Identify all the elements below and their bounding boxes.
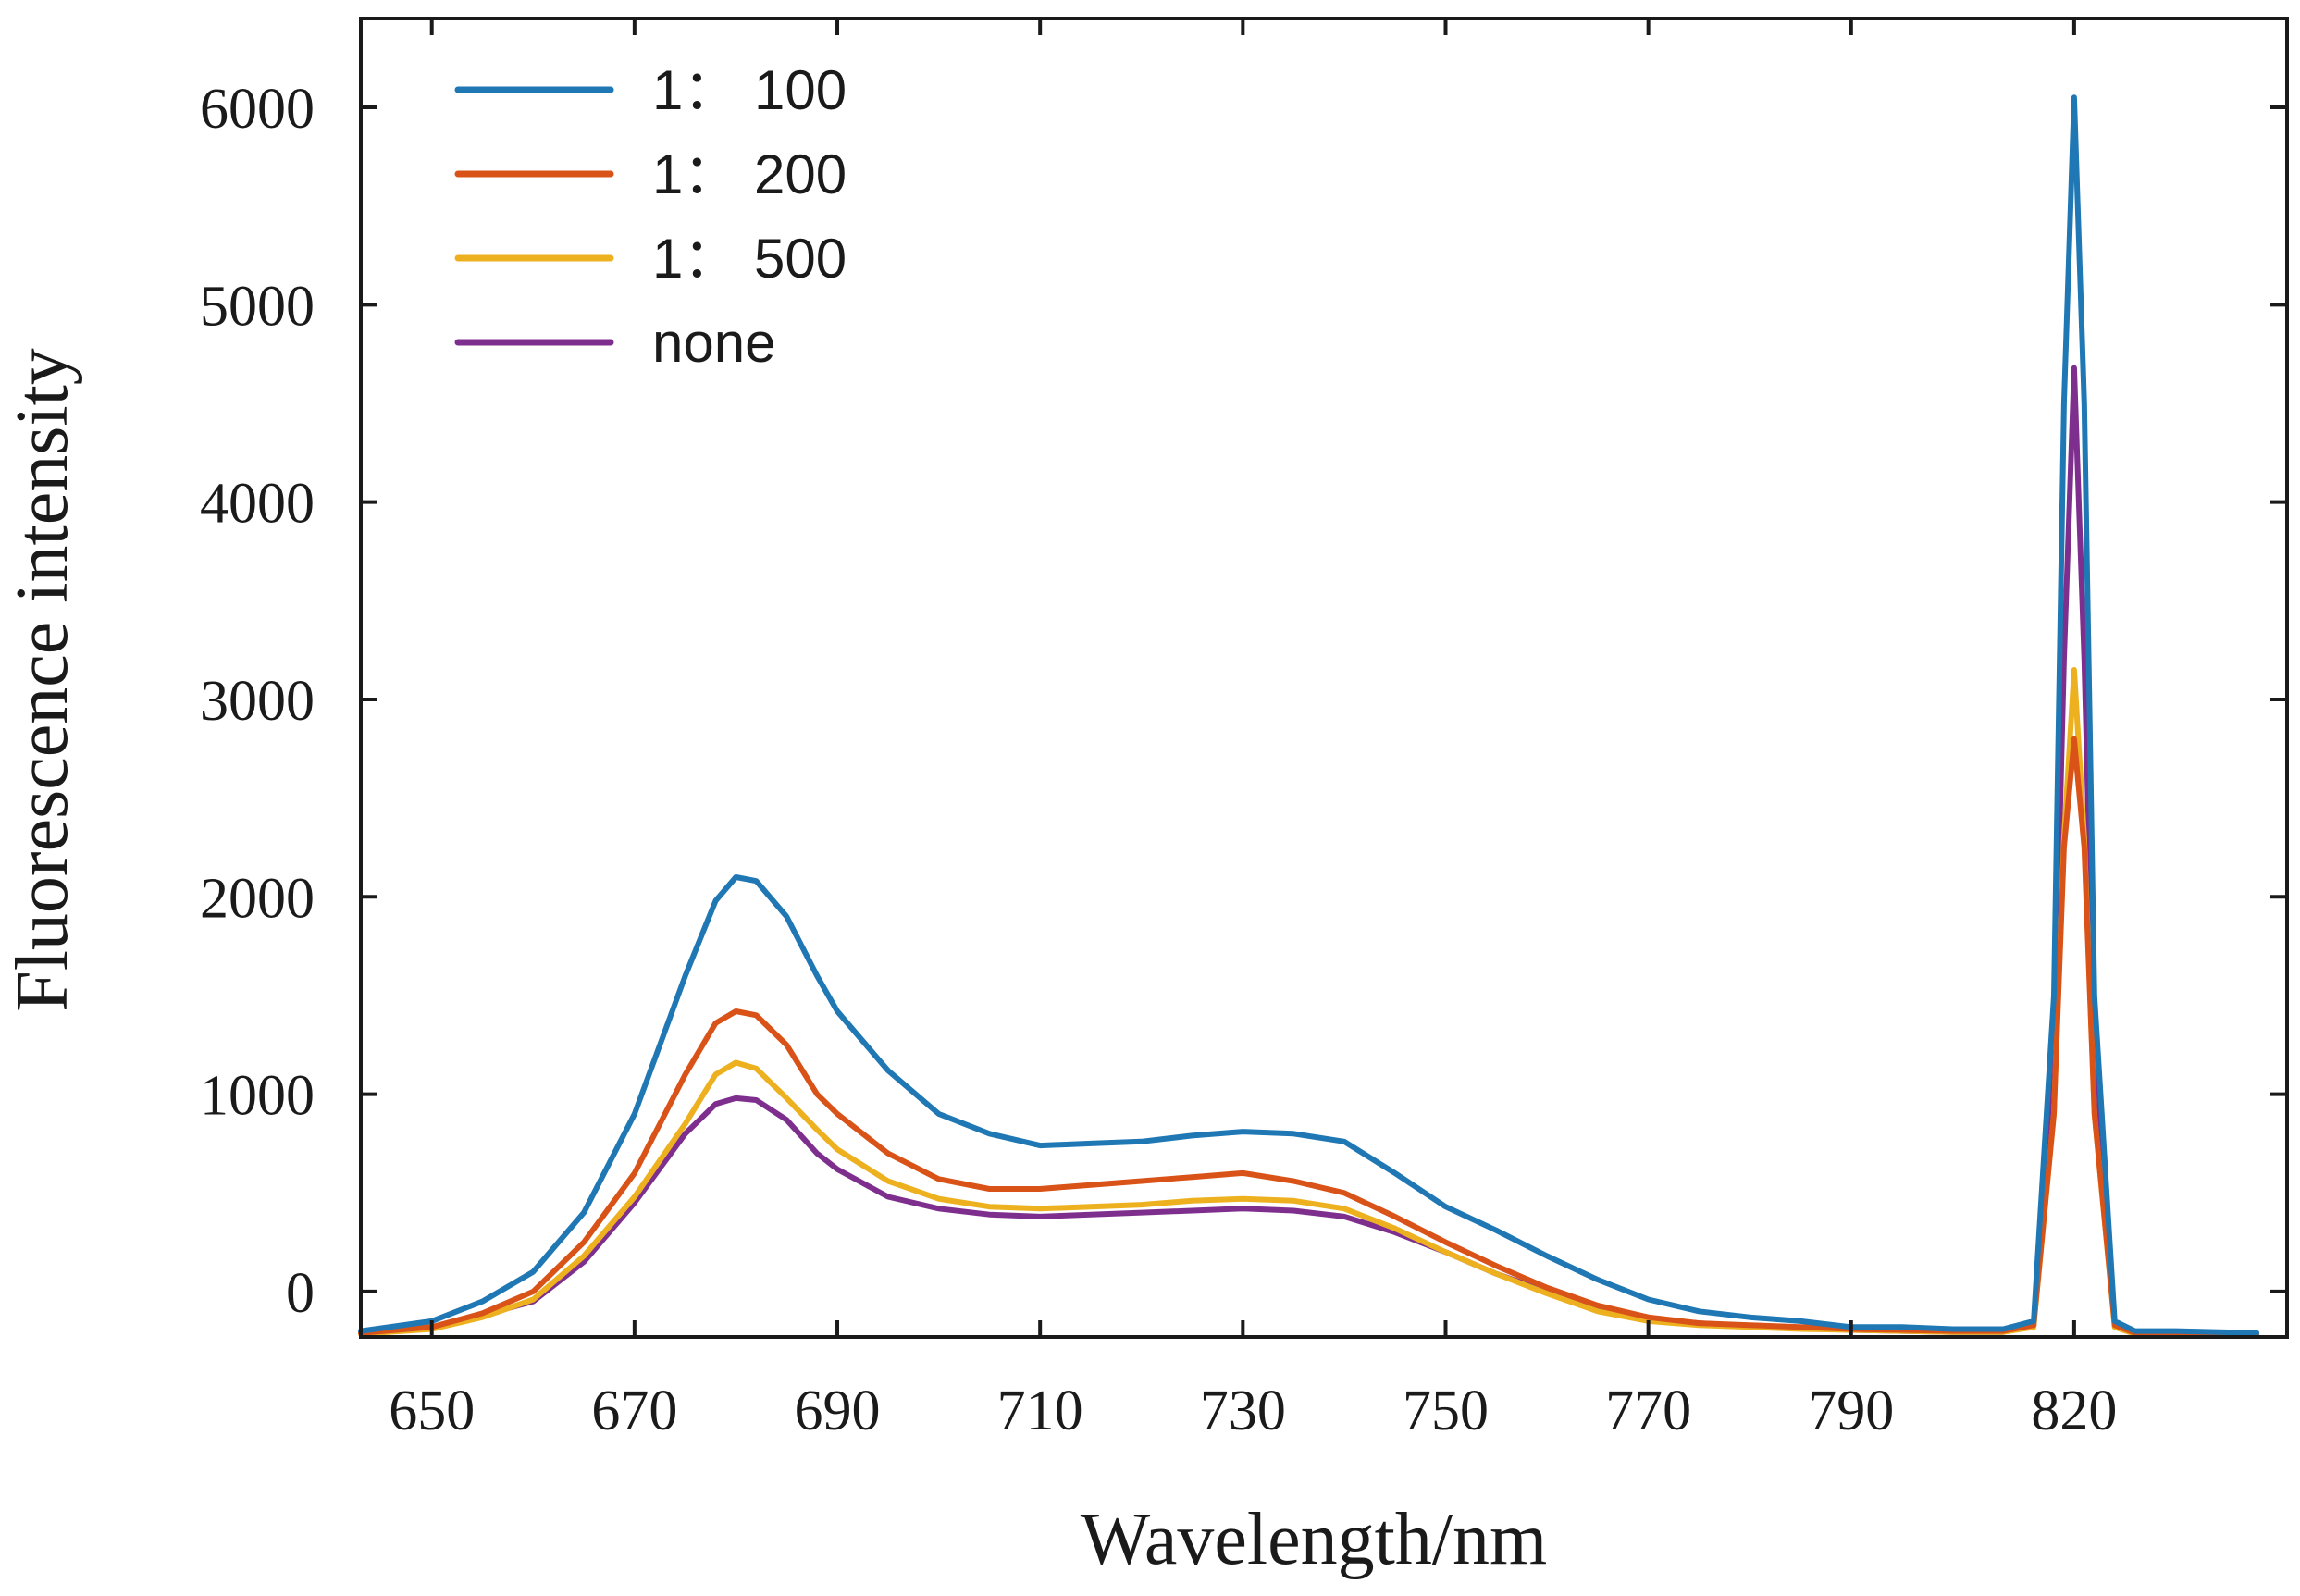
x-tick-label: 820 [2031,1379,2117,1442]
plot-frame [359,17,2289,1339]
y-tick-label: 4000 [200,473,315,536]
y-tick-label: 5000 [200,275,315,338]
x-tick-label: 710 [997,1379,1083,1442]
legend-label-1-100: 1： 100 [652,59,847,121]
series-line-1-200 [358,736,2260,1337]
legend-label-1-200: 1： 200 [652,143,847,205]
x-tick-label: 650 [389,1379,475,1442]
series-line-1-100 [358,94,2260,1336]
x-tick-label: 750 [1403,1379,1489,1442]
x-axis-title: Wavelength/nm [1081,1499,1548,1580]
y-tick-label: 0 [286,1262,315,1325]
x-tick-label: 670 [591,1379,677,1442]
y-tick-label: 3000 [200,670,315,733]
legend-label-1-500: 1： 500 [652,228,847,290]
legend-label-none: none [652,312,775,374]
y-tick-label: 2000 [200,867,315,930]
y-tick-label: 6000 [200,78,315,141]
y-tick-label: 1000 [200,1065,315,1128]
x-tick-label: 730 [1200,1379,1286,1442]
series-layer [358,94,2260,1338]
x-tick-label: 770 [1605,1379,1691,1442]
x-tick-label: 690 [795,1379,881,1442]
ticks-layer: 650 670 690 710 730 750 770 790 820 0 1000 2000 3000… [200,19,2287,1442]
x-tick-label: 790 [1808,1379,1894,1442]
legend: 1： 100 1： 200 1： 500 none [454,59,847,374]
y-axis-title: Fluorescence intensity [2,348,83,1012]
